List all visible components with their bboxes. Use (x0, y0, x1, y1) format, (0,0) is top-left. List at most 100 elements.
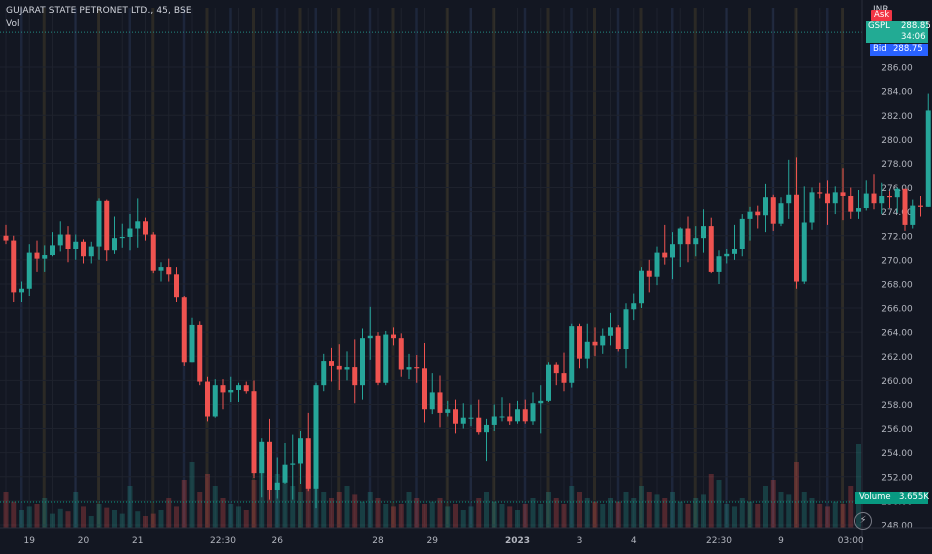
candle-body (96, 200, 102, 247)
x-tick-label: 2023 (505, 536, 530, 546)
candle-body (267, 441, 272, 491)
volume-bar (546, 492, 551, 528)
candle-body (476, 417, 482, 433)
volume-bar (809, 498, 815, 528)
day-break-band (415, 8, 418, 528)
volume-bar (189, 462, 195, 528)
volume-bar (50, 513, 55, 528)
volume-bar (491, 501, 497, 528)
day-break-band (469, 8, 472, 528)
volume-bar (460, 510, 466, 528)
session-break-band (593, 8, 596, 528)
volume-bar (778, 492, 784, 528)
candle-body (383, 334, 389, 383)
volume-bar (174, 506, 179, 528)
y-tick-label: 270.00 (881, 256, 913, 266)
candle-body (646, 270, 652, 277)
x-tick-label: 22:30 (706, 536, 732, 546)
candle-body (174, 274, 179, 298)
candle-body (732, 249, 737, 254)
candle-body (918, 205, 923, 207)
volume-bar (553, 498, 559, 528)
volume-bar (205, 474, 210, 528)
candle-body (879, 195, 885, 204)
volume-bar (468, 506, 474, 528)
candle-body (794, 194, 799, 282)
x-tick-label: 29 (427, 536, 439, 546)
volume-bar (832, 501, 838, 528)
volume-bar (623, 492, 629, 528)
session-break-band (205, 8, 209, 528)
volume-bar (57, 508, 63, 528)
candle-body (530, 403, 536, 422)
lightning-icon[interactable]: ⚡ (854, 512, 872, 530)
volume-bar (615, 501, 621, 528)
volume-bar (360, 501, 365, 528)
x-tick-label: 19 (24, 536, 36, 546)
volume-bar (3, 492, 9, 528)
candle-body (298, 438, 303, 464)
volume-bar (577, 492, 582, 528)
candle-body (19, 288, 24, 293)
candle-body (832, 192, 838, 204)
volume-bar (708, 474, 714, 528)
volume-bar (290, 486, 296, 528)
candle-body (491, 416, 497, 425)
volume-bar (747, 501, 753, 528)
candle-body (352, 367, 358, 386)
candle-body (3, 235, 9, 241)
volume-bar (755, 504, 761, 528)
volume-bar (856, 444, 861, 528)
volume-bar (305, 474, 311, 528)
x-tick-label: 22:30 (210, 536, 236, 546)
x-tick-label: 21 (132, 536, 143, 546)
candle-body (825, 193, 830, 204)
volume-bar (422, 504, 427, 528)
day-break-band (182, 8, 186, 528)
candle-body (755, 211, 761, 216)
candle-body (639, 270, 644, 304)
candle-body (375, 335, 381, 383)
candle-body (414, 367, 420, 369)
candle-body (662, 252, 668, 258)
volume-bar (391, 506, 396, 528)
volume-bar (150, 513, 156, 528)
candle-body (42, 255, 48, 259)
candle-body (305, 438, 311, 489)
candle-body (716, 256, 722, 272)
candle-body (608, 327, 613, 336)
volume-bar (840, 504, 846, 528)
volume-bar (352, 494, 358, 528)
candle-body (360, 338, 365, 386)
y-tick-label: 268.00 (881, 280, 913, 290)
volume-bar (228, 504, 234, 528)
day-break-band (275, 8, 279, 528)
candle-body (282, 464, 288, 483)
candle-body (391, 334, 396, 339)
y-tick-label: 274.00 (881, 208, 913, 218)
volume-bar (81, 506, 86, 528)
candle-body (398, 338, 404, 370)
volume-bar (166, 498, 172, 528)
volume-bar (11, 501, 17, 528)
x-tick-label: 9 (778, 536, 784, 546)
volume-bar (73, 492, 79, 528)
volume-bar (817, 504, 823, 528)
candle-body (817, 192, 823, 194)
volume-bar (181, 480, 187, 528)
candle-body (150, 234, 156, 271)
volume-bar (515, 510, 520, 528)
volume-bar (34, 504, 40, 528)
candle-body (274, 482, 280, 491)
candle-body (569, 326, 575, 383)
candle-body (11, 240, 17, 293)
candle-body (189, 324, 195, 363)
candle-body (437, 392, 443, 413)
candle-body (685, 228, 691, 245)
candle-body (654, 252, 660, 277)
candle-body (406, 367, 412, 370)
bar-countdown: 34:06 (901, 32, 926, 42)
volume-bar (251, 480, 257, 528)
